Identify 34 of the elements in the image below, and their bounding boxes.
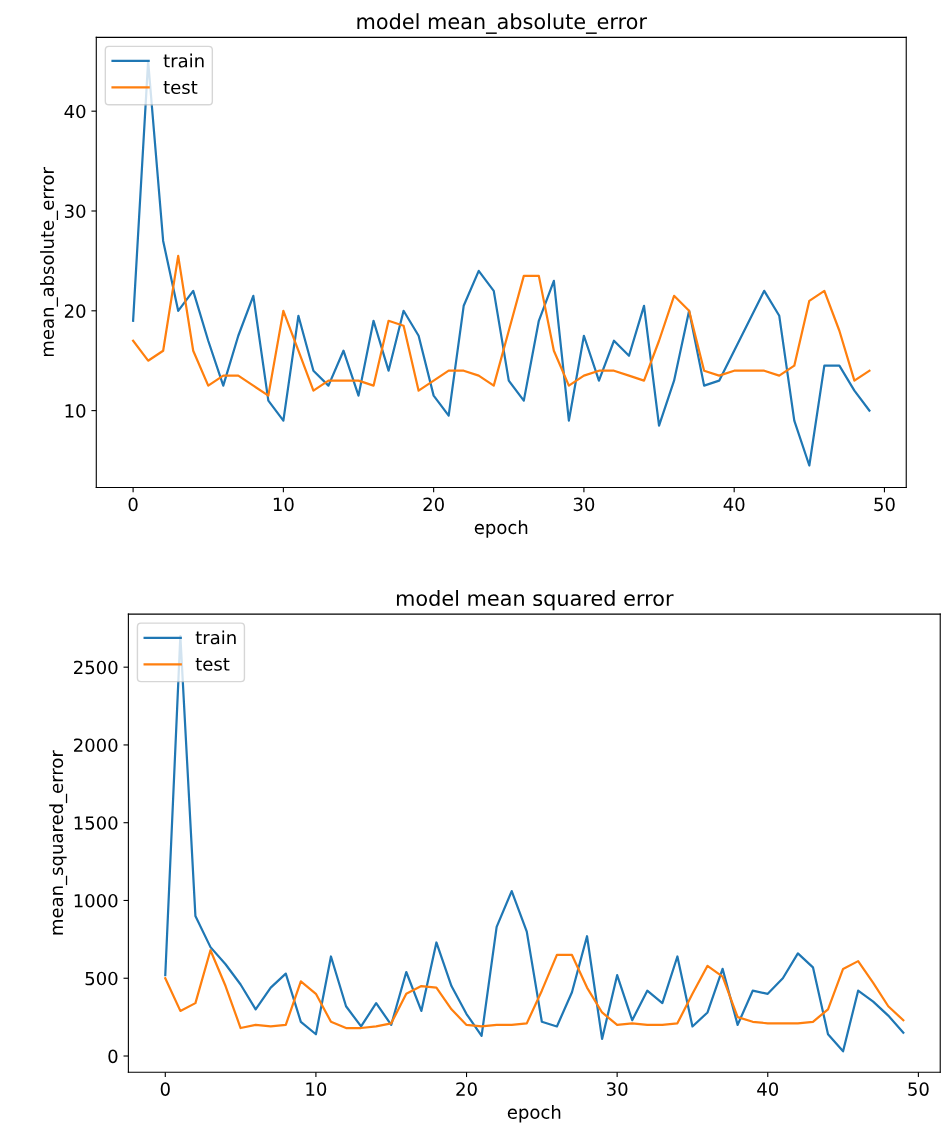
y-axis-title: mean_squared_error (49, 750, 68, 935)
x-tick-label: 30 (607, 1082, 628, 1096)
x-tick-label: 20 (456, 1082, 477, 1096)
y-tick-label: 30 (64, 204, 86, 219)
x-tick-label: 0 (128, 497, 138, 512)
x-axis-title: epoch (507, 1104, 561, 1123)
x-tick-label: 0 (160, 1082, 170, 1096)
y-tick-label: 20 (64, 304, 86, 318)
y-axis-title: mean_absolute_error (40, 167, 59, 357)
x-tick-label: 50 (908, 1082, 929, 1096)
x-tick-label: 40 (757, 1082, 779, 1096)
legend-label: train (195, 630, 236, 645)
x-tick-label: 10 (273, 497, 294, 512)
x-tick-label: 50 (874, 497, 895, 512)
x-tick-label: 30 (573, 497, 595, 512)
y-tick-label: 2000 (74, 738, 118, 753)
y-tick-label: 40 (64, 104, 86, 119)
y-tick-label: 500 (85, 971, 118, 986)
legend-label: train (163, 53, 204, 68)
x-tick-label: 40 (723, 497, 745, 512)
y-tick-label: 2500 (74, 660, 118, 675)
x-tick-label: 10 (306, 1082, 327, 1096)
x-axis-title: epoch (474, 520, 528, 538)
line-series (131, 254, 871, 397)
y-tick-label: 0 (108, 1049, 118, 1064)
chart-title: model mean_absolute_error (357, 13, 647, 34)
legend-label: test (195, 657, 230, 671)
legend-label: test (163, 81, 198, 95)
chart-title: model mean squared error (396, 589, 674, 611)
x-tick-label: 20 (423, 497, 444, 512)
y-tick-label: 1000 (74, 893, 118, 908)
y-tick-label: 10 (65, 404, 86, 418)
line-series (164, 949, 905, 1030)
y-tick-label: 1500 (74, 816, 118, 830)
